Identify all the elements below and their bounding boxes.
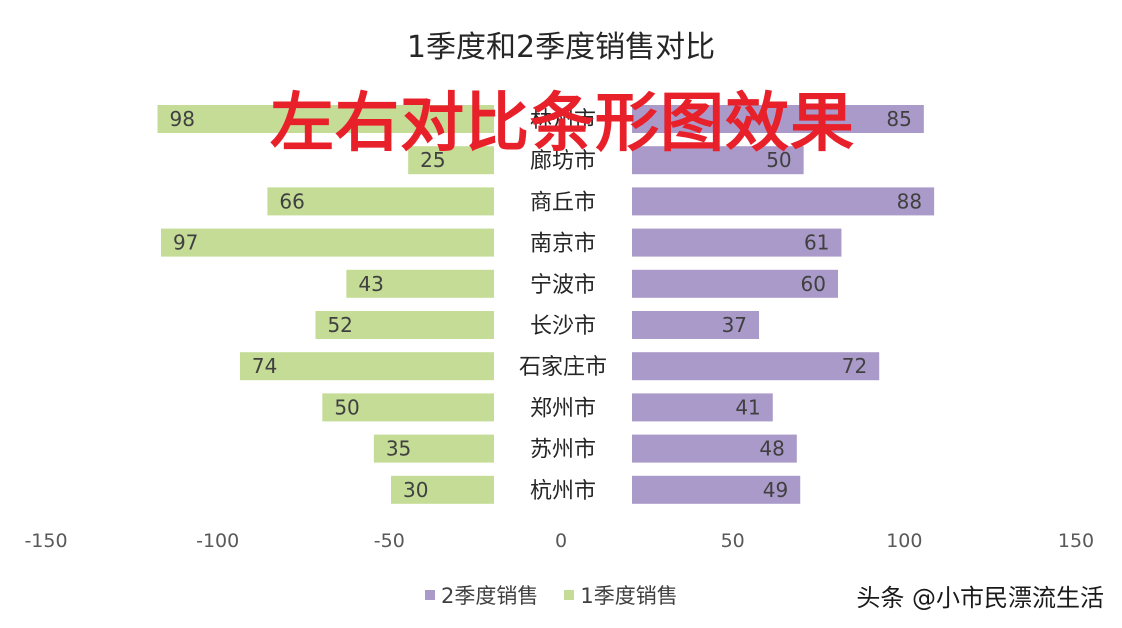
category-label-4: 宁波市 [530, 273, 596, 298]
bar-q1-3 [160, 228, 494, 257]
data-label-q2-4: 60 [801, 272, 826, 296]
bar-q2-1 [632, 146, 804, 175]
category-label-7: 郑州市 [530, 396, 596, 421]
category-label-5: 长沙市 [530, 314, 596, 339]
legend-swatch-q1 [564, 590, 575, 600]
bar-q1-8 [373, 434, 494, 463]
legend-item-q2: 2季度销售 [425, 580, 538, 610]
data-label-q2-1: 50 [766, 148, 791, 172]
data-label-q2-7: 41 [735, 395, 760, 419]
bar-q2-6 [632, 352, 880, 381]
bar-q2-3 [632, 228, 842, 257]
x-tick-label-0: -150 [24, 530, 67, 552]
data-label-q1-7: 50 [334, 395, 359, 419]
x-tick-label-5: 100 [886, 530, 922, 552]
data-label-q1-9: 30 [403, 478, 428, 502]
data-label-q1-0: 98 [170, 107, 195, 131]
legend-label-q1: 1季度销售 [580, 584, 678, 608]
bar-q1-4 [346, 269, 494, 298]
legend-label-q2: 2季度销售 [441, 584, 539, 608]
data-label-q1-3: 97 [173, 231, 198, 255]
bar-q1-0 [157, 105, 495, 133]
x-tick-label-4: 50 [721, 530, 745, 552]
chart-legend: 2季度销售 1季度销售 [425, 580, 678, 610]
legend-swatch-q2 [425, 590, 435, 600]
bar-q1-9 [391, 475, 494, 504]
category-label-8: 苏州市 [530, 438, 596, 463]
data-label-q2-8: 48 [759, 437, 784, 461]
watermark: 头条 @小市民漂流生活 [856, 584, 1104, 612]
x-tick-label-6: 150 [1058, 530, 1094, 552]
chart-title: 1季度和2季度销售对比 [406, 30, 716, 65]
category-label-6: 石家庄市 [519, 355, 607, 380]
bar-q2-9 [632, 475, 801, 504]
bar-q2-5 [632, 311, 760, 339]
data-label-q2-9: 49 [763, 478, 788, 502]
x-tick-label-1: -100 [196, 530, 239, 552]
data-label-q2-6: 72 [842, 354, 867, 378]
bar-q2-0 [632, 105, 924, 133]
bar-q1-6 [239, 352, 494, 381]
category-label-0: 林州市 [530, 108, 596, 133]
data-label-q1-6: 74 [252, 354, 277, 378]
bar-q1-2 [267, 187, 494, 216]
data-label-q2-3: 61 [804, 231, 829, 255]
bar-q1-1 [408, 146, 494, 175]
bar-q1-5 [315, 311, 494, 339]
data-label-q1-8: 35 [386, 437, 411, 461]
x-tick-label-2: -50 [374, 530, 405, 552]
bar-q2-2 [632, 187, 935, 216]
data-label-q2-0: 85 [886, 107, 911, 131]
x-tick-label-3: 0 [555, 530, 567, 552]
data-label-q2-2: 88 [897, 189, 922, 213]
overlay-caption: 左右对比条形图效果 [270, 87, 855, 161]
legend-item-q1: 1季度销售 [564, 580, 678, 610]
bar-q2-4 [632, 269, 838, 298]
bar-q2-7 [632, 393, 773, 422]
data-label-q1-2: 66 [279, 189, 304, 213]
category-label-9: 杭州市 [530, 479, 596, 504]
category-label-3: 南京市 [530, 232, 596, 257]
category-label-1: 廊坊市 [530, 149, 596, 174]
data-label-q1-1: 25 [420, 148, 445, 172]
category-label-2: 商丘市 [530, 190, 596, 215]
bar-q1-7 [322, 393, 494, 422]
data-label-q1-4: 43 [358, 272, 383, 296]
data-label-q1-5: 52 [327, 313, 352, 337]
bar-q2-8 [632, 434, 797, 463]
data-label-q2-5: 37 [722, 313, 747, 337]
